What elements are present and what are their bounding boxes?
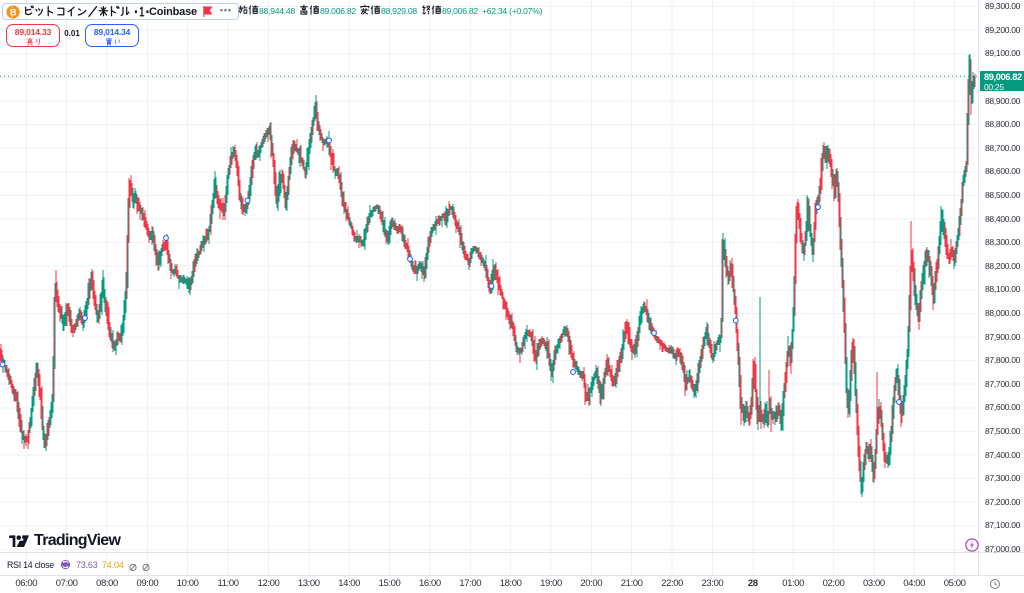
svg-text:B: B	[10, 7, 17, 17]
